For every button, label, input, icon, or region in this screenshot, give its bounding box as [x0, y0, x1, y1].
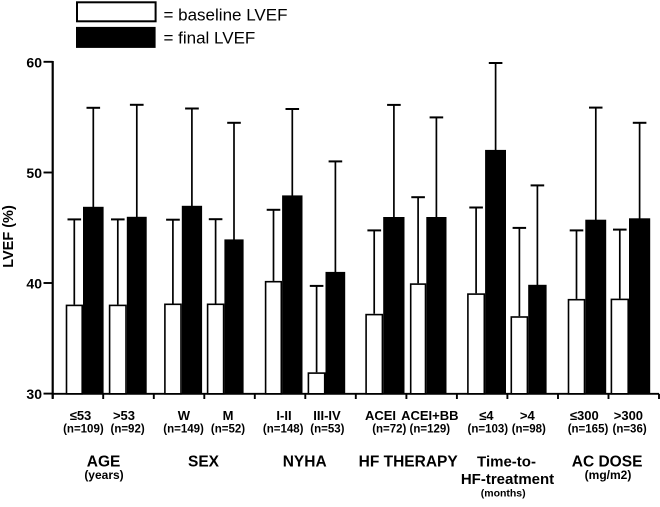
svg-text:(n=148): (n=148)	[263, 424, 304, 436]
svg-text:(n=72): (n=72)	[372, 424, 406, 436]
svg-text:= final LVEF: = final LVEF	[164, 29, 256, 48]
svg-text:(mg/m2): (mg/m2)	[585, 468, 632, 482]
svg-text:HF THERAPY: HF THERAPY	[359, 454, 459, 471]
svg-text:ACEI: ACEI	[365, 408, 396, 423]
svg-text:SEX: SEX	[188, 454, 220, 471]
svg-text:(n=129): (n=129)	[410, 424, 451, 436]
svg-text:≤300: ≤300	[570, 408, 599, 423]
svg-text:>53: >53	[113, 408, 135, 423]
svg-text:>300: >300	[614, 408, 643, 423]
svg-text:HF-treatment: HF-treatment	[461, 471, 554, 488]
svg-text:50: 50	[26, 165, 42, 181]
svg-text:≤4: ≤4	[479, 408, 494, 423]
svg-text:NYHA: NYHA	[283, 454, 327, 471]
svg-text:Time-to-: Time-to-	[477, 453, 536, 470]
svg-text:= baseline LVEF: = baseline LVEF	[164, 6, 288, 25]
svg-text:(n=165): (n=165)	[568, 424, 609, 436]
svg-text:60: 60	[26, 54, 42, 70]
svg-text:(n=36): (n=36)	[612, 424, 646, 436]
svg-text:>4: >4	[520, 408, 536, 423]
svg-text:(n=109): (n=109)	[63, 424, 104, 436]
svg-text:(n=53): (n=53)	[310, 424, 344, 436]
svg-text:(months): (months)	[481, 488, 526, 500]
svg-text:ACEI+BB: ACEI+BB	[401, 408, 458, 423]
svg-text:≤53: ≤53	[70, 408, 92, 423]
svg-text:AC DOSE: AC DOSE	[572, 454, 643, 471]
svg-text:(n=52): (n=52)	[211, 424, 245, 436]
svg-text:LVEF (%): LVEF (%)	[1, 205, 17, 268]
svg-text:(years): (years)	[84, 468, 123, 482]
svg-text:(n=149): (n=149)	[163, 424, 204, 436]
svg-text:40: 40	[26, 276, 42, 292]
svg-text:(n=103): (n=103)	[468, 424, 509, 436]
svg-text:M: M	[223, 408, 234, 423]
svg-text:AGE: AGE	[87, 454, 121, 471]
svg-text:I-II: I-II	[276, 408, 291, 423]
svg-text:(n=98): (n=98)	[512, 424, 546, 436]
svg-text:30: 30	[26, 386, 42, 402]
svg-text:III-IV: III-IV	[313, 408, 341, 423]
svg-text:W: W	[178, 408, 191, 423]
svg-text:(n=92): (n=92)	[110, 424, 144, 436]
